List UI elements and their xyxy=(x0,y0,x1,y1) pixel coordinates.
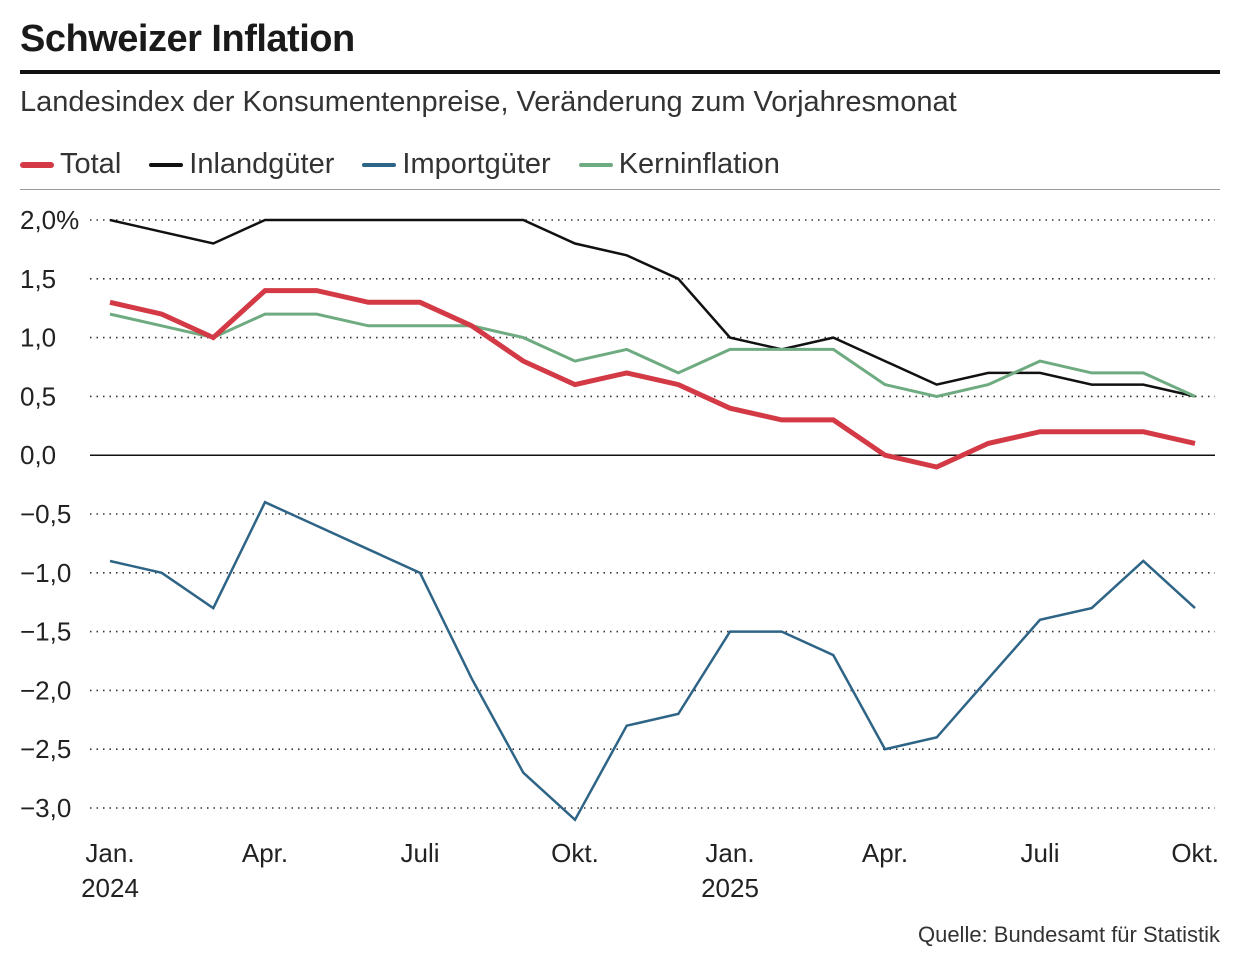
y-tick-label: −2,0 xyxy=(20,675,71,705)
legend-rule xyxy=(20,189,1220,190)
x-tick-label: Apr. xyxy=(862,838,908,868)
y-tick-label: −2,5 xyxy=(20,734,71,764)
x-tick-label: Apr. xyxy=(242,838,288,868)
x-tick-year: 2025 xyxy=(701,873,759,903)
x-tick-label: Jan. xyxy=(705,838,754,868)
y-tick-label: −1,0 xyxy=(20,558,71,588)
legend-swatch-importgueter xyxy=(362,162,397,167)
legend-item-inlandgueter: Inlandgüter xyxy=(149,148,334,181)
x-tick-label: Juli xyxy=(1020,838,1059,868)
legend-swatch-total xyxy=(20,161,54,168)
y-tick-label: 0,5 xyxy=(20,381,56,411)
y-tick-label: 2,0% xyxy=(20,205,79,235)
legend-label-total: Total xyxy=(60,148,122,180)
legend-label-inlandgueter: Inlandgüter xyxy=(189,148,335,180)
legend-label-kerninflation: Kerninflation xyxy=(618,148,780,180)
y-tick-label: 1,0 xyxy=(20,323,56,353)
y-tick-label: −3,0 xyxy=(20,793,71,823)
legend-swatch-kerninflation xyxy=(578,162,613,167)
series-line-total xyxy=(109,288,1196,470)
x-tick-label: Okt. xyxy=(1171,838,1219,868)
legend: Total Inlandgüter Importgüter Kerninflat… xyxy=(20,148,808,181)
x-tick-label: Okt. xyxy=(551,838,599,868)
legend-item-kerninflation: Kerninflation xyxy=(578,148,780,181)
series-lines xyxy=(109,218,1196,822)
legend-item-total: Total xyxy=(20,148,121,181)
y-tick-label: −0,5 xyxy=(20,499,71,529)
x-tick-label: Juli xyxy=(400,838,439,868)
y-tick-label: 1,5 xyxy=(20,264,56,294)
legend-label-importgueter: Importgüter xyxy=(402,148,551,180)
title-rule xyxy=(20,70,1220,74)
x-tick-year: 2024 xyxy=(81,873,139,903)
x-axis-ticks: Jan. 2024 Apr. Juli Okt. Jan. 2025 Apr. Juli Okt. xyxy=(81,838,1219,903)
chart-title: Schweizer Inflation xyxy=(20,18,355,60)
x-tick-label: Jan. xyxy=(85,838,134,868)
series-line-import xyxy=(109,500,1196,822)
series-line-kern xyxy=(109,312,1196,398)
source-note: Quelle: Bundesamt für Statistik xyxy=(917,922,1220,947)
y-tick-label: 0,0 xyxy=(20,440,56,470)
grid-lines xyxy=(90,219,1215,809)
series-line-inland xyxy=(109,218,1196,398)
y-axis-ticks: 2,0% 1,5 1,0 0,5 0,0 −0,5 −1,0 −1,5 −2,0 −2,5 −3,0 xyxy=(20,205,79,823)
chart-subtitle: Landesindex der Konsumentenpreise, Verän… xyxy=(20,86,957,118)
y-tick-label: −1,5 xyxy=(20,617,71,647)
legend-item-importgueter: Importgüter xyxy=(362,148,551,181)
legend-swatch-inlandgueter xyxy=(149,162,184,167)
